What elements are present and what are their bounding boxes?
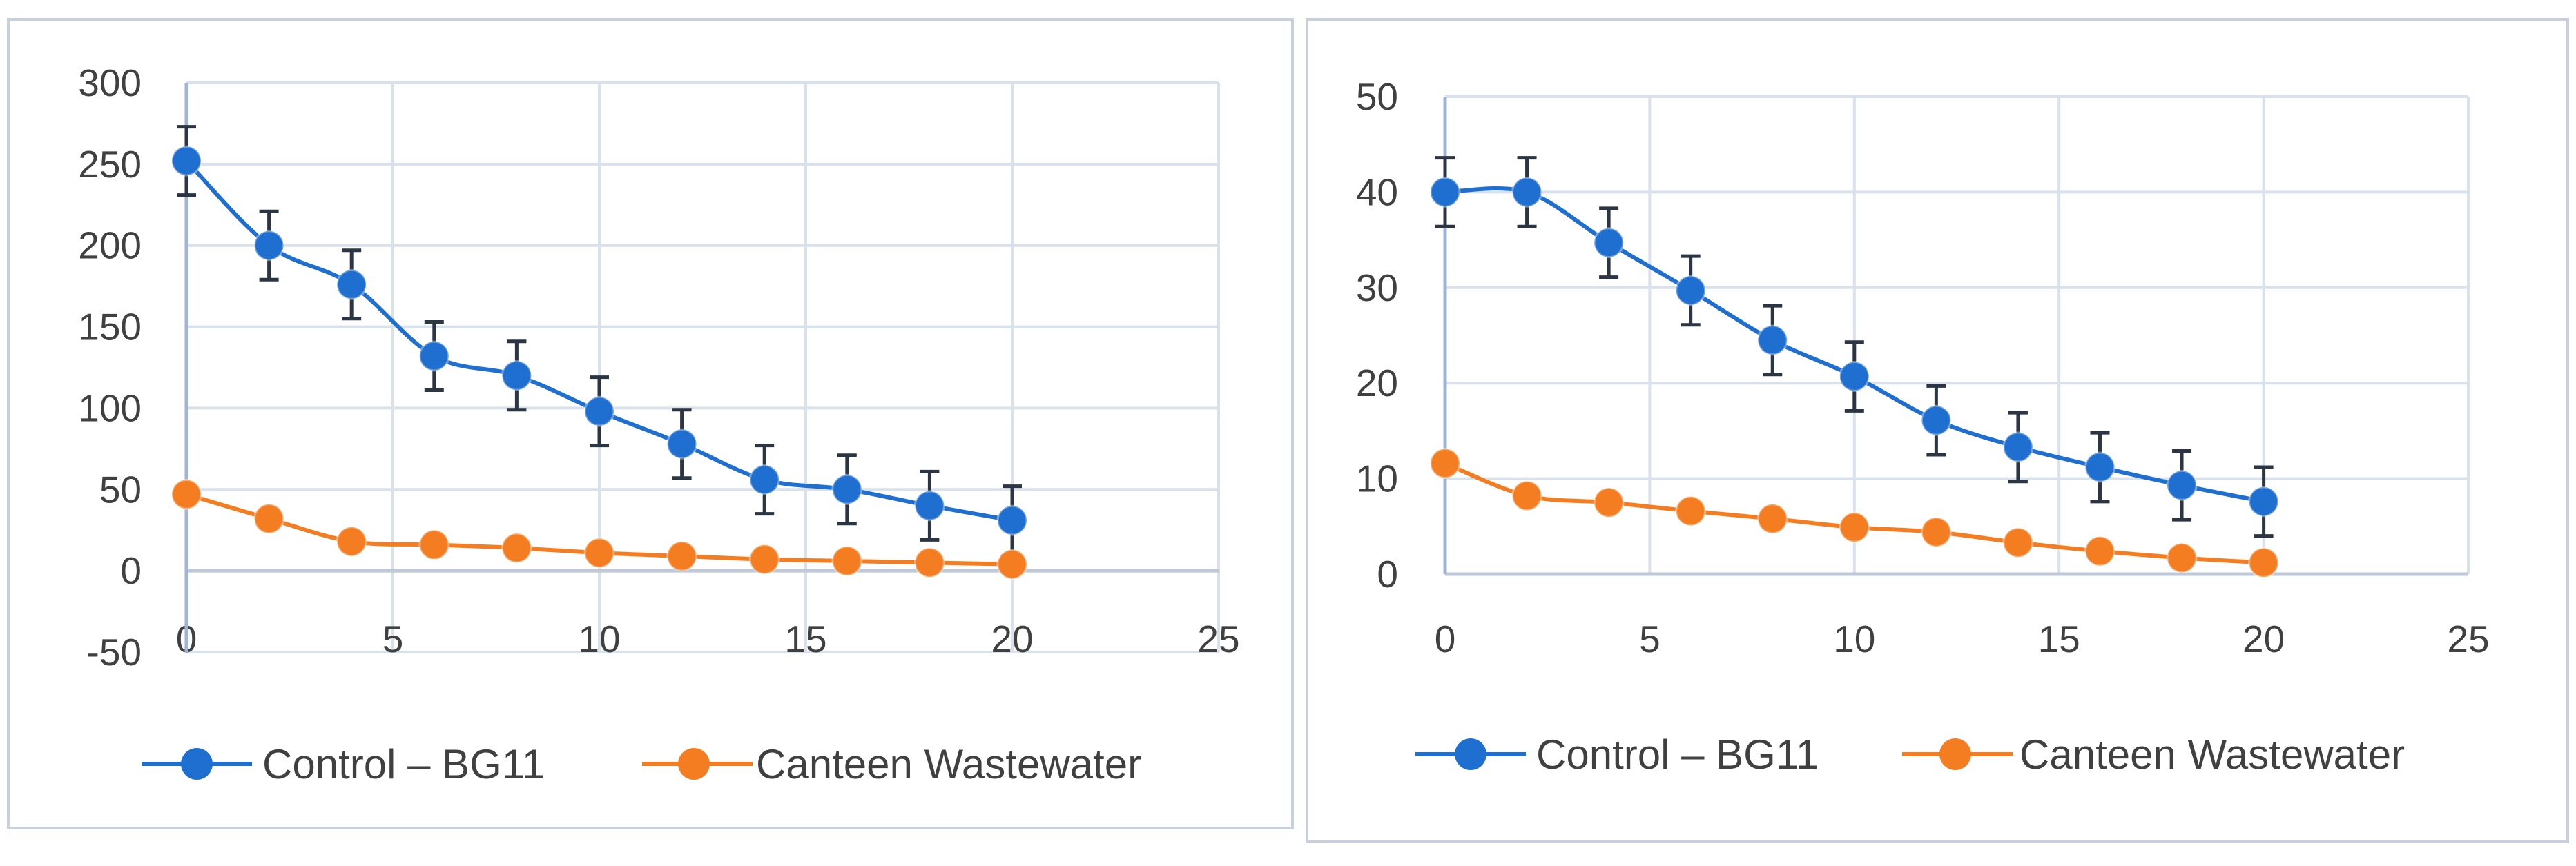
data-point: [831, 473, 863, 505]
data-point: [1756, 324, 1788, 356]
data-point: [996, 549, 1028, 580]
chart-1: -500501001502002503000510152025Control –…: [7, 18, 1294, 829]
x-tick-label: 20: [991, 618, 1033, 660]
data-point: [748, 464, 780, 495]
y-tick-label: 100: [78, 386, 142, 429]
x-tick-label: 10: [578, 618, 620, 660]
x-tick-label: 0: [1435, 618, 1456, 660]
x-tick-label: 20: [2243, 618, 2285, 660]
data-point: [1593, 227, 1625, 259]
y-tick-label: 40: [1356, 170, 1398, 213]
data-point: [501, 360, 532, 391]
data-point: [171, 145, 202, 177]
data-point: [1593, 486, 1625, 518]
data-point: [1429, 447, 1461, 479]
legend-label: Control – BG11: [262, 741, 545, 787]
data-point: [913, 547, 945, 578]
y-tick-label: 0: [120, 549, 142, 592]
data-point: [583, 395, 615, 427]
data-point: [666, 540, 698, 572]
x-tick-label: 25: [1197, 618, 1239, 660]
y-tick-label: 150: [78, 306, 142, 348]
y-tick-label: -50: [87, 631, 142, 673]
data-point: [913, 490, 945, 522]
y-tick-label: 0: [1377, 553, 1398, 596]
data-point: [2002, 431, 2034, 463]
data-point: [253, 230, 285, 262]
data-point: [336, 268, 367, 300]
legend-marker: [678, 748, 710, 780]
data-point: [1511, 480, 1543, 512]
x-tick-label: 5: [382, 618, 404, 660]
legend-marker: [181, 748, 213, 780]
x-tick-label: 15: [784, 618, 826, 660]
legend-marker: [1939, 738, 1971, 770]
y-tick-label: 30: [1356, 266, 1398, 309]
y-tick-label: 20: [1356, 362, 1398, 404]
data-point: [1920, 404, 1952, 436]
y-tick-label: 200: [78, 224, 142, 267]
data-point: [418, 340, 450, 372]
data-point: [1920, 516, 1952, 548]
legend-label: Canteen Wastewater: [2020, 731, 2405, 778]
legend-marker: [1455, 738, 1486, 770]
y-tick-label: 50: [99, 468, 142, 511]
data-point: [1756, 503, 1788, 535]
y-tick-label: 250: [78, 143, 142, 186]
data-point: [2248, 486, 2280, 518]
x-tick-label: 15: [2038, 618, 2080, 660]
data-point: [336, 526, 367, 558]
data-point: [418, 529, 450, 560]
data-point: [2084, 451, 2115, 483]
data-point: [2002, 527, 2034, 558]
y-tick-label: 10: [1356, 457, 1398, 500]
data-point: [2084, 535, 2115, 567]
data-point: [2248, 547, 2280, 578]
data-point: [253, 503, 285, 535]
data-point: [748, 544, 780, 575]
data-point: [1511, 176, 1543, 208]
data-point: [1839, 361, 1870, 393]
data-point: [583, 537, 615, 569]
data-point: [501, 532, 532, 564]
data-point: [1429, 176, 1461, 208]
data-point: [1839, 511, 1870, 543]
data-point: [1675, 495, 1707, 527]
x-tick-label: 10: [1833, 618, 1875, 660]
data-point: [831, 545, 863, 577]
x-tick-label: 5: [1639, 618, 1660, 660]
data-point: [666, 428, 698, 460]
x-tick-label: 25: [2447, 618, 2489, 660]
data-point: [2166, 542, 2198, 573]
y-tick-label: 50: [1356, 75, 1398, 118]
y-tick-label: 300: [78, 61, 142, 104]
data-point: [171, 478, 202, 510]
legend-label: Control – BG11: [1536, 731, 1819, 778]
chart-frame: [7, 18, 1294, 829]
data-point: [1675, 275, 1707, 306]
data-point: [996, 504, 1028, 536]
data-point: [2166, 469, 2198, 501]
legend-label: Canteen Wastewater: [756, 741, 1141, 787]
chart-2: 0 10 20 30 40 50 0 5 10 15 20 25 Control – BG11 Cante…: [1306, 18, 2569, 843]
